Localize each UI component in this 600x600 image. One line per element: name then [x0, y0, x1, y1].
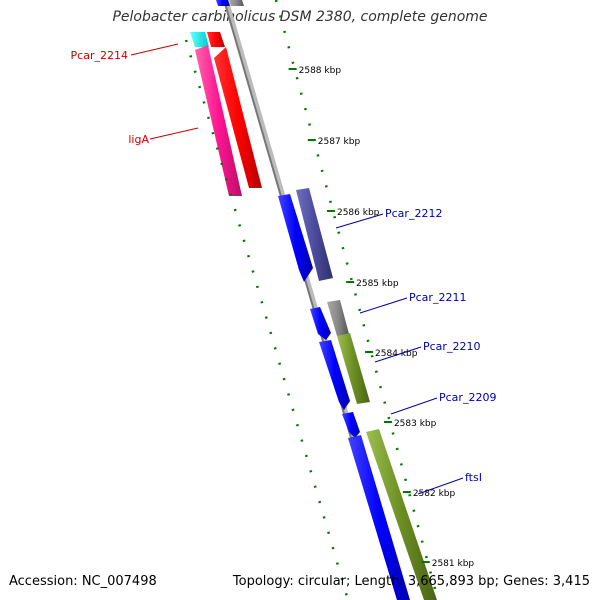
label-pcar-2210[interactable]: Pcar_2210	[423, 340, 480, 353]
gene-liga[interactable]	[207, 32, 225, 47]
gene-liga-main[interactable]	[214, 47, 262, 188]
kbp-tick-label: 2585 kbp	[356, 279, 399, 289]
gene-pcar-2211[interactable]	[327, 300, 349, 336]
kbp-tick-label: 2582 kbp	[413, 489, 456, 499]
accession-text: Accession: NC_007498	[9, 574, 157, 589]
label-pcar-2211[interactable]: Pcar_2211	[409, 291, 466, 304]
gene-pcar-2212-blue[interactable]	[278, 194, 313, 282]
tick-tracks	[184, 0, 440, 600]
gene-ftsi[interactable]	[366, 429, 437, 600]
gene-pcar-2209-blue[interactable]	[342, 412, 360, 438]
kbp-tick-label: 2584 kbp	[375, 349, 418, 359]
label-pcar-2212[interactable]: Pcar_2212	[385, 207, 442, 220]
gene-pcar-2214[interactable]	[195, 45, 242, 196]
gene-ftsi-blue[interactable]	[348, 435, 410, 600]
gene-pcar-2210-blue[interactable]	[319, 340, 350, 410]
kbp-tick-label: 2581 kbp	[432, 559, 475, 569]
kbp-tick-label: 2583 kbp	[394, 419, 437, 429]
label-liga[interactable]: ligA	[128, 133, 149, 146]
genome-summary-text: Topology: circular; Length: 3,665,893 bp…	[232, 574, 590, 589]
kbp-ticks: 2588 kbp 2587 kbp 2586 kbp 2585 kbp 2584 kbp…	[288, 66, 475, 569]
label-leaders	[130, 43, 464, 495]
label-ftsi[interactable]: ftsI	[465, 471, 482, 484]
gene-pcar-2212[interactable]	[296, 188, 333, 281]
gene-pcar-2211-blue[interactable]	[310, 307, 331, 340]
gene-pcar-2214-segment[interactable]	[190, 32, 209, 47]
gene-blue-top	[216, 0, 230, 6]
kbp-tick-label: 2587 kbp	[318, 137, 361, 147]
label-pcar-2214[interactable]: Pcar_2214	[71, 49, 128, 62]
reverse-genes	[190, 0, 262, 196]
kbp-tick-label: 2588 kbp	[299, 66, 342, 76]
map-title: Pelobacter carbinolicus DSM 2380, comple…	[112, 9, 488, 25]
gene-labels: Pcar_2214 ligA Pcar_2212 Pcar_2211 Pcar_…	[71, 49, 497, 484]
gene-pcar-2210[interactable]	[337, 333, 370, 404]
kbp-tick-label: 2586 kbp	[337, 208, 380, 218]
label-pcar-2209[interactable]: Pcar_2209	[439, 391, 496, 404]
forward-genes	[278, 188, 437, 600]
gene-gray-top	[229, 0, 244, 6]
